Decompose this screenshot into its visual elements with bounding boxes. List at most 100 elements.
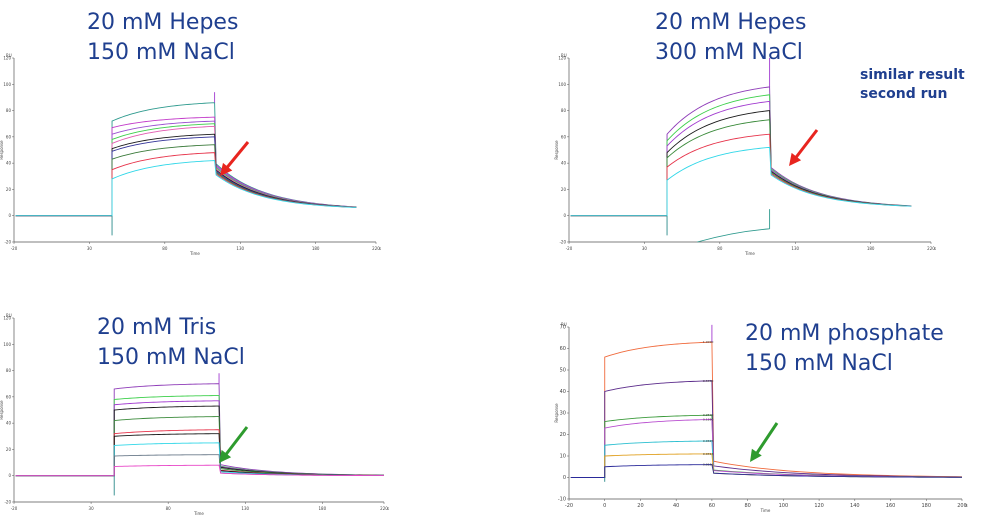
condition-label-phosphate-150: 20 mM phosphate 150 mM NaCl bbox=[745, 319, 944, 379]
concentration-label: 1.0000 bbox=[703, 340, 714, 344]
concentration-label: 0.1250 bbox=[703, 417, 714, 421]
sensorgram-series-1 bbox=[570, 341, 963, 478]
x-tick-label: -20 bbox=[565, 503, 573, 509]
y-tick-label: 0 bbox=[8, 473, 11, 478]
sensorgram-series-1 bbox=[15, 102, 357, 217]
x-axis-end-label: s bbox=[965, 503, 968, 509]
x-axis-title: Time bbox=[744, 251, 755, 256]
y-tick-label: 70 bbox=[560, 325, 566, 331]
y-tick-label: 60 bbox=[6, 134, 12, 139]
y-tick-label: 20 bbox=[6, 447, 12, 452]
x-tick-label: 30 bbox=[87, 246, 93, 251]
annotation-arrow-head bbox=[219, 449, 232, 463]
x-tick-label: 40 bbox=[673, 503, 679, 509]
sensorgram-series-5 bbox=[15, 416, 385, 477]
annotation-arrow-shaft bbox=[792, 129, 819, 161]
y-axis-unit: RU bbox=[561, 53, 567, 58]
y-tick-label: 0 bbox=[8, 213, 11, 218]
x-tick-label: -20 bbox=[11, 506, 18, 511]
annotation-arrow-shaft bbox=[223, 141, 250, 171]
y-tick-label: 20 bbox=[6, 187, 12, 192]
chart-panel-phosphate-150: RU -10 0 10 20 30 40 50 60 70 -20 0 20 40 60 80 100 120 14… bbox=[554, 322, 968, 513]
y-tick-label: 40 bbox=[6, 161, 12, 166]
x-tick-label: 60 bbox=[709, 503, 715, 509]
sensorgram-series-8 bbox=[15, 144, 357, 217]
condition-buffer: 20 mM Hepes bbox=[87, 10, 239, 35]
y-tick-label: 80 bbox=[561, 108, 567, 113]
y-tick-label: 100 bbox=[558, 82, 566, 87]
x-tick-label: 130 bbox=[236, 246, 244, 251]
concentration-label: 0.5000 bbox=[703, 379, 714, 383]
y-tick-label: 100 bbox=[3, 342, 11, 347]
concentration-label: 0.2500 bbox=[703, 413, 714, 417]
y-tick-label: 60 bbox=[6, 394, 12, 399]
x-axis-title: Time bbox=[760, 508, 771, 513]
y-axis-unit: RU bbox=[561, 322, 567, 327]
x-tick-label: -20 bbox=[11, 246, 18, 251]
y-tick-label: 40 bbox=[560, 389, 566, 395]
sensorgram-series-10 bbox=[15, 160, 357, 217]
y-tick-label: 120 bbox=[558, 56, 566, 61]
chart-panel-hepes-150: RU -20 0 20 40 60 80 100 120 -20 30 80 130 180 220 s Tim… bbox=[0, 53, 381, 256]
concentration-label: 0.0625 bbox=[703, 439, 714, 443]
x-tick-label: 220 bbox=[372, 246, 380, 251]
x-tick-label: 120 bbox=[814, 503, 824, 509]
condition-label-hepes-150: 20 mM Hepes 150 mM NaCl bbox=[87, 8, 238, 68]
condition-buffer: 20 mM Hepes bbox=[655, 10, 807, 35]
y-tick-label: -20 bbox=[4, 240, 11, 245]
annotation-note: similar result second run bbox=[860, 66, 965, 104]
annotation-arrow-head bbox=[750, 448, 762, 462]
sensorgram-series-10 bbox=[15, 464, 385, 477]
y-tick-label: 40 bbox=[6, 421, 12, 426]
x-axis-end-label: s bbox=[387, 506, 389, 511]
y-tick-label: 120 bbox=[3, 316, 11, 321]
x-tick-label: 30 bbox=[89, 506, 95, 511]
sensorgram-series-5 bbox=[570, 440, 963, 478]
sensorgram-series-2 bbox=[15, 116, 357, 217]
chart-panel-tris-150: RU -20 0 20 40 60 80 100 120 -20 30 80 130 180 220 s Tim… bbox=[0, 313, 389, 516]
sensorgram-series-6 bbox=[570, 133, 912, 217]
x-tick-label: 80 bbox=[166, 506, 172, 511]
y-tick-label: 20 bbox=[560, 432, 566, 438]
y-axis-title: Response bbox=[554, 403, 559, 423]
condition-buffer: 20 mM phosphate bbox=[745, 321, 944, 346]
x-axis-title: Time bbox=[193, 511, 204, 516]
sensorgram-series-2 bbox=[570, 94, 912, 217]
sensorgram-series-3 bbox=[570, 100, 912, 217]
x-axis-end-label: s bbox=[934, 246, 936, 251]
condition-salt: 150 mM NaCl bbox=[87, 40, 235, 65]
annotation-arrow-head bbox=[220, 162, 233, 176]
chart-panel-hepes-300: RU -20 0 20 40 60 80 100 120 -20 30 80 130 180 220 s Tim… bbox=[554, 53, 936, 256]
x-tick-label: 80 bbox=[717, 246, 723, 251]
x-tick-label: 130 bbox=[241, 506, 249, 511]
annotation-arrow-shaft bbox=[222, 426, 249, 458]
y-tick-label: -10 bbox=[558, 497, 566, 503]
y-axis-unit: RU bbox=[6, 53, 12, 58]
x-tick-label: 160 bbox=[886, 503, 896, 509]
y-tick-label: -20 bbox=[4, 500, 11, 505]
sensorgram-series-4 bbox=[570, 110, 912, 217]
x-tick-label: 100 bbox=[779, 503, 789, 509]
y-tick-label: 20 bbox=[561, 187, 567, 192]
x-tick-label: 140 bbox=[850, 503, 860, 509]
y-tick-label: 80 bbox=[6, 108, 12, 113]
y-axis-unit: RU bbox=[6, 313, 12, 318]
concentration-label: 0.0156 bbox=[703, 463, 714, 467]
y-axis-title: Response bbox=[0, 400, 4, 420]
sensorgram-series-7 bbox=[570, 146, 912, 217]
y-tick-label: 10 bbox=[560, 454, 566, 460]
x-tick-label: 200 bbox=[957, 503, 967, 509]
y-tick-label: -20 bbox=[559, 240, 566, 245]
x-tick-label: 180 bbox=[867, 246, 875, 251]
y-tick-label: 80 bbox=[6, 368, 12, 373]
y-tick-label: 50 bbox=[560, 368, 566, 374]
condition-buffer: 20 mM Tris bbox=[97, 315, 217, 340]
y-axis-title: Response bbox=[554, 140, 559, 160]
x-axis-end-label: s bbox=[379, 246, 381, 251]
x-tick-label: 80 bbox=[744, 503, 750, 509]
x-tick-label: -20 bbox=[566, 246, 573, 251]
y-tick-label: 0 bbox=[563, 475, 566, 481]
x-tick-label: 80 bbox=[162, 246, 168, 251]
y-tick-label: 120 bbox=[3, 56, 11, 61]
x-tick-label: 220 bbox=[380, 506, 388, 511]
